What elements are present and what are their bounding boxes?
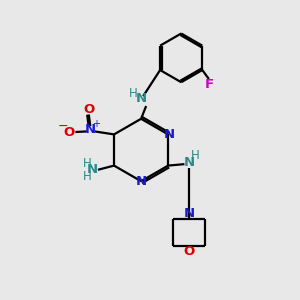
Text: H: H: [129, 87, 138, 100]
Text: N: N: [87, 163, 98, 176]
Text: N: N: [183, 155, 194, 169]
Text: H: H: [83, 170, 92, 183]
Text: H: H: [191, 149, 200, 162]
Text: −: −: [58, 120, 68, 133]
Text: N: N: [136, 92, 147, 105]
Text: O: O: [63, 125, 74, 139]
Text: N: N: [183, 207, 194, 220]
Text: N: N: [164, 128, 175, 141]
Text: N: N: [136, 175, 147, 188]
Text: F: F: [205, 78, 214, 91]
Text: O: O: [83, 103, 94, 116]
Text: +: +: [92, 119, 100, 129]
Text: O: O: [183, 245, 194, 258]
Text: H: H: [83, 157, 92, 170]
Text: N: N: [85, 123, 96, 136]
